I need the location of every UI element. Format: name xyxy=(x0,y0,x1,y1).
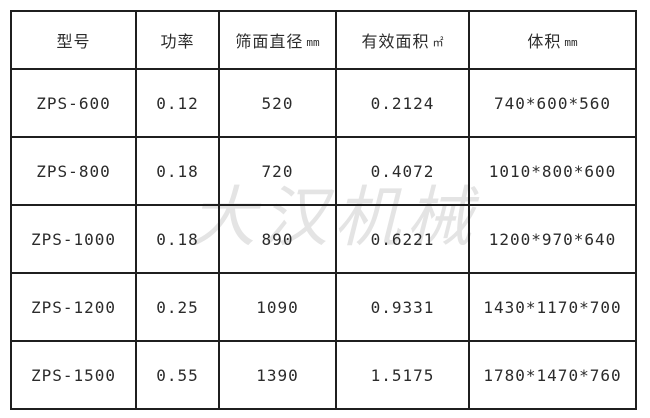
header-volume: 体积 mm xyxy=(468,10,637,70)
cell-effective-area: 0.9331 xyxy=(335,272,470,342)
cell-power: 0.55 xyxy=(135,340,220,410)
cell-volume: 1200*970*640 xyxy=(468,204,637,274)
cell-model: ZPS-800 xyxy=(10,136,137,206)
header-screen-diameter-label: 筛面直径 xyxy=(235,32,304,51)
cell-model: ZPS-1500 xyxy=(10,340,137,410)
cell-screen-diameter: 1090 xyxy=(218,272,337,342)
cell-screen-diameter: 720 xyxy=(218,136,337,206)
header-model-label: 型号 xyxy=(56,32,91,51)
cell-effective-area: 0.4072 xyxy=(335,136,470,206)
header-screen-diameter-unit: mm xyxy=(306,36,320,49)
header-model: 型号 xyxy=(10,10,137,70)
cell-effective-area: 0.2124 xyxy=(335,68,470,138)
cell-model: ZPS-1000 xyxy=(10,204,137,274)
cell-power: 0.18 xyxy=(135,204,220,274)
cell-power: 0.18 xyxy=(135,136,220,206)
table-row: ZPS-800 0.18 720 0.4072 1010*800*600 xyxy=(10,136,637,206)
table-row: ZPS-1000 0.18 890 0.6221 1200*970*640 xyxy=(10,204,637,274)
table-row: ZPS-1200 0.25 1090 0.9331 1430*1170*700 xyxy=(10,272,637,342)
cell-model: ZPS-1200 xyxy=(10,272,137,342)
header-volume-unit: mm xyxy=(564,36,578,49)
table-row: ZPS-600 0.12 520 0.2124 740*600*560 xyxy=(10,68,637,138)
cell-volume: 740*600*560 xyxy=(468,68,637,138)
header-effective-area-label: 有效面积 xyxy=(361,32,430,51)
header-power-label: 功率 xyxy=(160,32,195,51)
table-row: ZPS-1500 0.55 1390 1.5175 1780*1470*760 xyxy=(10,340,637,410)
header-effective-area-unit: ㎡ xyxy=(432,36,444,49)
cell-power: 0.12 xyxy=(135,68,220,138)
cell-volume: 1780*1470*760 xyxy=(468,340,637,410)
cell-volume: 1430*1170*700 xyxy=(468,272,637,342)
cell-effective-area: 1.5175 xyxy=(335,340,470,410)
cell-effective-area: 0.6221 xyxy=(335,204,470,274)
cell-screen-diameter: 520 xyxy=(218,68,337,138)
cell-volume: 1010*800*600 xyxy=(468,136,637,206)
cell-screen-diameter: 1390 xyxy=(218,340,337,410)
header-volume-label: 体积 xyxy=(527,32,562,51)
cell-model: ZPS-600 xyxy=(10,68,137,138)
header-power: 功率 xyxy=(135,10,220,70)
cell-power: 0.25 xyxy=(135,272,220,342)
header-screen-diameter: 筛面直径 mm xyxy=(218,10,337,70)
cell-screen-diameter: 890 xyxy=(218,204,337,274)
